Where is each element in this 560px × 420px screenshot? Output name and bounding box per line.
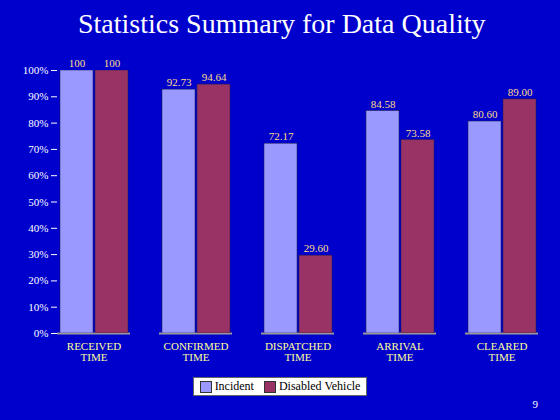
svg-text:89.00: 89.00 <box>508 86 533 98</box>
svg-text:40%: 40% <box>28 222 48 234</box>
svg-text:CONFIRMEDTIME: CONFIRMEDTIME <box>164 340 229 363</box>
svg-text:CLEAREDTIME: CLEAREDTIME <box>477 340 528 363</box>
html-text:9: 9 <box>532 398 538 410</box>
html-text:Statistics Summary for Data Qu: Statistics Summary for Data Quality <box>78 8 486 39</box>
svg-text:100%: 100% <box>23 64 49 76</box>
svg-text:94.64: 94.64 <box>202 71 227 83</box>
svg-text:80%: 80% <box>28 117 48 129</box>
svg-text:90%: 90% <box>28 90 48 102</box>
html-text:Disabled Vehicle: Disabled Vehicle <box>279 379 361 393</box>
svg-text:60%: 60% <box>28 169 48 181</box>
svg-text:30%: 30% <box>28 248 48 260</box>
svg-text:92.73: 92.73 <box>167 76 192 88</box>
svg-text:73.58: 73.58 <box>406 127 431 139</box>
svg-text:80.60: 80.60 <box>473 108 498 120</box>
svg-text:ARRIVALTIME: ARRIVALTIME <box>376 340 424 363</box>
svg-text:RECEIVEDTIME: RECEIVEDTIME <box>67 340 121 363</box>
svg-text:50%: 50% <box>28 196 48 208</box>
svg-text:20%: 20% <box>28 274 48 286</box>
svg-text:100: 100 <box>104 57 121 69</box>
svg-text:10%: 10% <box>28 301 48 313</box>
svg-text:29.60: 29.60 <box>304 242 329 254</box>
svg-text:84.58: 84.58 <box>371 98 396 110</box>
svg-text:0%: 0% <box>34 327 49 339</box>
svg-text:DISPATCHEDTIME: DISPATCHEDTIME <box>265 340 331 363</box>
svg-text:100: 100 <box>69 57 86 69</box>
svg-text:72.17: 72.17 <box>269 130 294 142</box>
html-text:Incident: Incident <box>214 379 254 393</box>
svg-text:70%: 70% <box>28 143 48 155</box>
